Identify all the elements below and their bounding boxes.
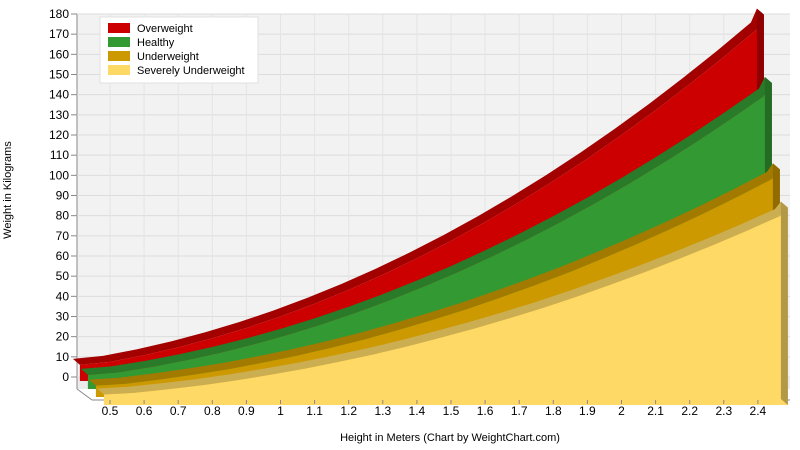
x-tick-label: 1 (277, 404, 284, 418)
x-tick-label: 2.2 (681, 404, 698, 418)
x-tick-label: 1.6 (477, 404, 494, 418)
x-tick-label: 0.7 (170, 404, 187, 418)
x-tick-label: 0.6 (136, 404, 153, 418)
legend-label: Severely Underweight (137, 65, 245, 77)
legend-swatch (108, 65, 130, 75)
x-tick-label: 1.9 (579, 404, 596, 418)
y-tick-label: 180 (49, 7, 69, 21)
x-axis-title: Height in Meters (Chart by WeightChart.c… (340, 432, 560, 444)
y-axis-title: Weight in Kilograms (2, 141, 14, 239)
legend-swatch (108, 51, 130, 61)
series-severely-underweight (96, 201, 788, 405)
x-tick-label: 2 (618, 404, 625, 418)
y-tick-label: 20 (56, 330, 70, 344)
y-tick-label: 130 (49, 108, 69, 122)
floor-edge-left (76, 388, 93, 401)
x-tick-label: 2.3 (715, 404, 732, 418)
y-tick-label: 100 (49, 168, 69, 182)
y-tick-label: 90 (56, 189, 70, 203)
x-tick-label: 1.8 (545, 404, 562, 418)
y-tick-label: 170 (49, 27, 69, 41)
y-tick-label: 80 (56, 209, 70, 223)
y-tick-label: 160 (49, 47, 69, 61)
x-tick-label: 0.9 (238, 404, 255, 418)
x-tick-label: 1.1 (306, 404, 323, 418)
y-tick-label: 120 (49, 128, 69, 142)
legend-swatch (108, 23, 130, 33)
y-tick-label: 60 (56, 249, 70, 263)
y-tick-label: 70 (56, 229, 70, 243)
x-axis-ticks: 0.5 0.6 0.7 0.8 0.9 1 1.1 1.2 1.3 1.4 1.5 1.6 1.7 1.8… (102, 400, 767, 418)
x-tick-label: 0.5 (102, 404, 119, 418)
y-tick-label: 40 (56, 289, 70, 303)
x-tick-label: 1.3 (374, 404, 391, 418)
y-tick-label: 110 (50, 148, 69, 162)
legend-label: Overweight (137, 23, 193, 35)
x-tick-label: 0.8 (204, 404, 221, 418)
y-tick-label: 30 (56, 310, 70, 324)
series-areas (72, 8, 788, 405)
legend-label: Healthy (137, 37, 175, 49)
y-tick-label: 140 (49, 88, 69, 102)
legend: Overweight Healthy Underweight Severely Und… (99, 16, 259, 84)
series-area (103, 207, 788, 405)
legend-label: Underweight (137, 51, 199, 63)
series-side (780, 201, 788, 405)
x-tick-label: 1.2 (340, 404, 357, 418)
x-tick-label: 2.1 (647, 404, 664, 418)
legend-swatch (108, 37, 130, 47)
x-tick-label: 1.7 (511, 404, 528, 418)
x-tick-label: 1.5 (443, 404, 460, 418)
x-tick-label: 1.4 (409, 404, 426, 418)
y-axis-ticks: 0 10 20 30 40 50 60 70 80 90 100 110 120 130 140 150 160… (49, 7, 77, 384)
y-tick-label: 0 (62, 370, 69, 384)
y-tick-label: 50 (56, 269, 70, 283)
y-tick-label: 150 (49, 68, 69, 82)
x-tick-label: 2.4 (750, 404, 767, 418)
y-tick-label: 10 (56, 350, 70, 364)
